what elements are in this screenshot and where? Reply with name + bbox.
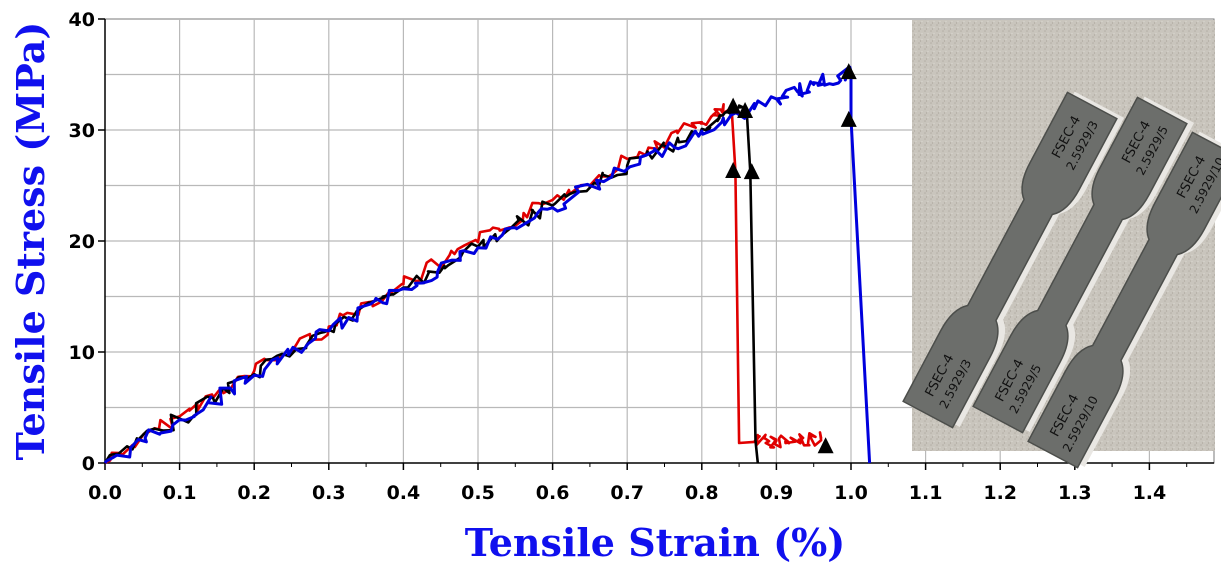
failure-marker (840, 63, 857, 80)
x-tick-label: 1.4 (1133, 482, 1167, 504)
series-line-2 (103, 104, 760, 464)
failure-marker (737, 102, 754, 119)
y-axis-title: Tensile Stress (MPa) (8, 22, 53, 461)
x-tick-label: 1.0 (834, 482, 868, 504)
specimen-photo: FSEC-42.5929/3FSEC-42.5929/3FSEC-42.5929… (902, 20, 1221, 469)
x-tick-label: 1.1 (909, 482, 943, 504)
x-tick-label: 1.3 (1058, 482, 1092, 504)
x-tick-label: 0.1 (163, 482, 197, 504)
failure-marker (743, 163, 760, 180)
series-lines (103, 65, 872, 465)
x-tick-labels: 0.0 0.1 0.2 0.3 0.4 0.5 0.6 0.7 0.8 0.9 1.0 1.1 1.2 1… (88, 482, 1166, 504)
failure-marker (725, 161, 742, 178)
failure-marker (840, 110, 857, 127)
x-tick-label: 0.5 (461, 482, 495, 504)
x-tick-label: 0.2 (237, 482, 271, 504)
x-tick-label: 1.2 (983, 482, 1017, 504)
series-line-3 (103, 65, 872, 464)
x-tick-label: 0.3 (312, 482, 346, 504)
x-tick-label: 0.9 (760, 482, 794, 504)
x-tick-label: 0.4 (387, 482, 421, 504)
y-tick-label: 0 (82, 453, 95, 475)
y-tick-label: 20 (69, 231, 95, 253)
failure-marker (817, 437, 834, 454)
x-tick-label: 0.6 (536, 482, 570, 504)
x-tick-label: 0.8 (685, 482, 719, 504)
failure-markers (725, 63, 857, 454)
y-tick-label: 40 (69, 9, 95, 31)
x-tick-label: 0.0 (88, 482, 122, 504)
failure-marker (725, 97, 742, 114)
x-axis-title: Tensile Strain (%) (465, 520, 845, 565)
y-tick-label: 30 (69, 120, 95, 142)
y-tick-label: 10 (69, 342, 95, 364)
y-tick-labels: 0 10 20 30 40 (69, 9, 95, 475)
x-tick-label: 0.7 (610, 482, 644, 504)
